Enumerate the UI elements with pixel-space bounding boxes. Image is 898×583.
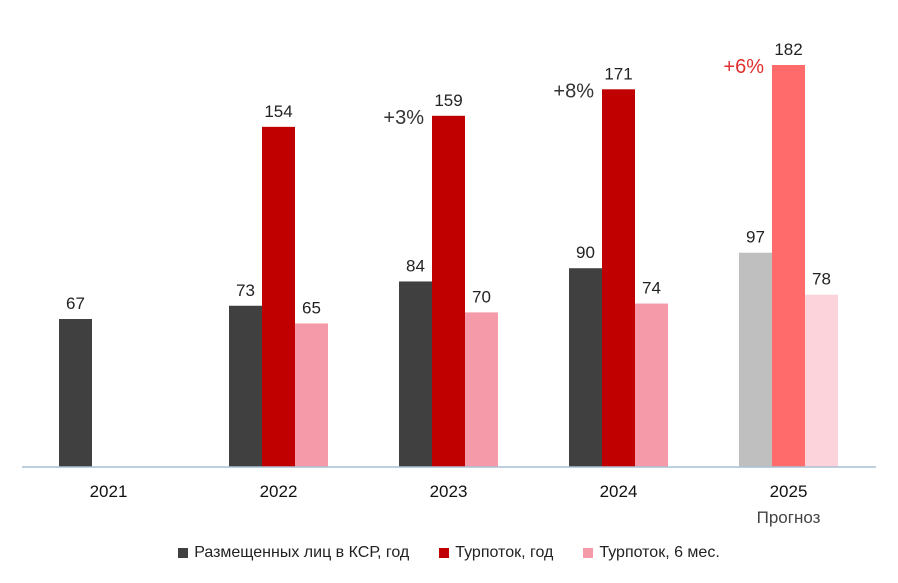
bar-2025-series-0 — [739, 252, 772, 467]
legend-item-placed: Размещенных лиц в КСР, год — [178, 544, 409, 562]
bar-2023-series-1 — [432, 115, 465, 468]
legend-swatch-tourflow-year — [439, 548, 450, 558]
category-label-2021: 2021 — [90, 482, 128, 501]
annotation-2024: +8% — [553, 80, 594, 102]
annotation-2025: +6% — [723, 56, 764, 78]
category-label-2025: 2025 — [770, 482, 808, 501]
annotation-2023: +3% — [383, 107, 424, 129]
bar-2024-series-0 — [569, 268, 602, 467]
value-label-2023-series-0: 84 — [406, 256, 425, 275]
value-label-2025-series-0: 97 — [746, 228, 765, 247]
bar-2022-series-1 — [262, 126, 295, 467]
bar-2021-series-0 — [59, 319, 92, 467]
bar-2024-series-1 — [602, 89, 635, 468]
category-sublabel-2025: Прогноз — [757, 508, 821, 527]
category-label-2023: 2023 — [430, 482, 468, 501]
category-label-2022: 2022 — [260, 482, 298, 501]
value-label-2022-series-1: 154 — [264, 102, 292, 121]
bars-layer — [59, 65, 838, 468]
legend-swatch-placed — [178, 548, 189, 558]
value-label-2022-series-0: 73 — [236, 281, 255, 300]
bar-2023-series-2 — [465, 312, 498, 467]
bar-2025-series-2 — [805, 294, 838, 467]
bar-2022-series-0 — [229, 305, 262, 467]
category-labels-layer: 2021 2022 2023 2024 2025 Прогноз — [90, 482, 821, 527]
value-label-2024-series-2: 74 — [642, 279, 661, 298]
value-label-2021-series-0: 67 — [66, 294, 85, 313]
bar-2024-series-2 — [635, 303, 668, 467]
legend-swatch-tourflow-6m — [583, 548, 594, 558]
annotations-layer: +3% +8% +6% — [383, 56, 764, 129]
category-label-2024: 2024 — [600, 482, 638, 501]
legend-label-placed: Размещенных лиц в КСР, год — [194, 544, 410, 561]
value-label-2022-series-2: 65 — [302, 298, 321, 317]
legend-label-tourflow-year: Турпоток, год — [455, 544, 554, 561]
bar-2025-series-1 — [772, 65, 805, 467]
value-label-2025-series-1: 182 — [774, 40, 802, 59]
bar-2023-series-0 — [399, 281, 432, 467]
value-label-2023-series-2: 70 — [472, 287, 491, 306]
legend-item-tourflow-year: Турпоток, год — [439, 544, 553, 562]
value-labels-layer: 67 73 154 65 84 159 70 90 171 74 97 182 78 — [66, 40, 831, 317]
legend-label-tourflow-6m: Турпоток, 6 мес. — [599, 544, 720, 561]
legend-item-tourflow-6m: Турпоток, 6 мес. — [583, 544, 720, 562]
value-label-2023-series-1: 159 — [434, 91, 462, 110]
value-label-2024-series-1: 171 — [604, 64, 632, 83]
bar-2022-series-2 — [295, 323, 328, 467]
legend: Размещенных лиц в КСР, год Турпоток, год… — [0, 544, 898, 562]
value-label-2024-series-0: 90 — [576, 243, 595, 262]
value-label-2025-series-2: 78 — [812, 270, 831, 289]
